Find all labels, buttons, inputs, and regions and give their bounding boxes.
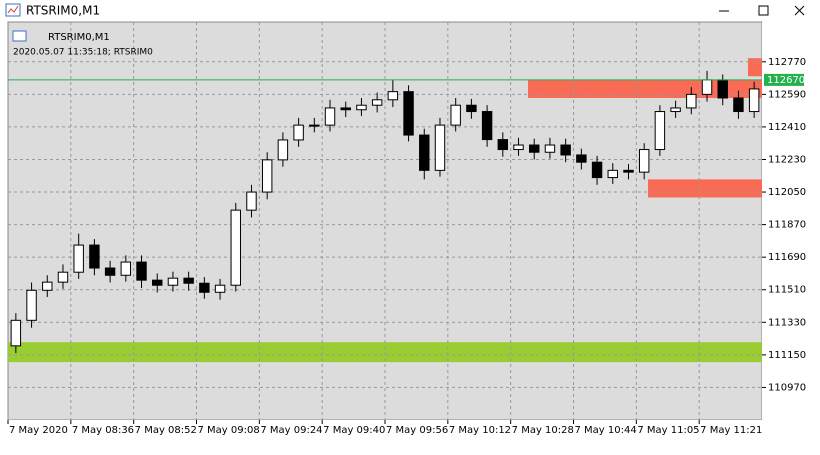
candle-body — [324, 107, 336, 126]
candle-body — [481, 111, 493, 141]
candle-body — [623, 169, 634, 173]
y-tick-label: 111330 — [768, 317, 806, 328]
window-title: RTSRIM0,M1 — [26, 4, 100, 18]
time-axis — [8, 420, 820, 442]
x-tick-label: 7 May 09:56 — [386, 425, 448, 436]
candle-body — [560, 144, 571, 156]
y-tick-label: 112590 — [768, 89, 806, 100]
candle-body — [371, 99, 383, 106]
x-tick-label: 7 May 09:24 — [260, 425, 322, 436]
title-bar: RTSRIM0,M1 — [5, 3, 805, 18]
candle-body — [387, 91, 399, 101]
y-tick-label: 111690 — [768, 252, 806, 263]
candle-body — [246, 191, 257, 211]
candle-body — [214, 284, 226, 293]
current-price-label: 112670 — [767, 75, 805, 86]
price-zone — [748, 58, 762, 77]
candle-body — [42, 281, 53, 291]
candle-body — [419, 134, 430, 171]
y-tick-label: 112410 — [768, 122, 806, 133]
candle-body — [654, 111, 666, 151]
candle-body — [403, 91, 414, 136]
app-icon-line — [7, 5, 19, 14]
candle-body — [607, 169, 618, 179]
candle-body — [73, 244, 84, 273]
candle-body — [513, 144, 524, 151]
candle-body — [136, 261, 147, 281]
candle-body — [591, 161, 603, 179]
plot: 110970 111150 111330 111510 111690 111870 1120… — [7, 22, 806, 436]
current-price-box — [764, 73, 804, 86]
candle-body — [293, 124, 304, 141]
candle-body — [701, 79, 713, 95]
candle-body — [497, 139, 509, 151]
candle-body — [686, 93, 697, 109]
candle-body — [717, 79, 728, 99]
maximize-button[interactable] — [758, 5, 769, 16]
y-tick-label: 111870 — [768, 220, 806, 231]
chart-icon — [12, 30, 27, 42]
x-tick-label: 7 May 09:40 — [323, 425, 385, 436]
y-tick-label: 112770 — [768, 57, 806, 68]
x-tick-label: 7 May 10:44 — [575, 425, 637, 436]
x-tick-label: 7 May 11:05 — [637, 425, 699, 436]
candle-body — [199, 282, 210, 293]
candle-body — [434, 124, 446, 171]
price-zone — [648, 179, 762, 198]
candle-body — [57, 271, 69, 283]
candle-body — [529, 144, 540, 153]
candle-body — [466, 104, 477, 113]
y-tick-label: 112050 — [768, 187, 806, 198]
candle-body — [89, 244, 100, 269]
x-tick-label: 7 May 2020 — [9, 425, 68, 436]
candle-body — [638, 149, 650, 173]
candle-body — [670, 107, 681, 113]
candle-body — [230, 209, 241, 286]
close-button[interactable] — [794, 5, 805, 16]
candle-body — [748, 88, 760, 113]
candle-body — [26, 289, 37, 321]
candle-body — [261, 159, 273, 193]
candle-body — [167, 277, 179, 286]
y-tick-label: 111150 — [768, 350, 806, 361]
price-axis — [762, 22, 820, 420]
chart-info: 2020.05.07 11:35:18; RTSRIM0 — [13, 48, 153, 58]
candle-body — [120, 261, 132, 276]
y-tick-label: 112230 — [768, 154, 806, 165]
candle-body — [10, 319, 22, 347]
x-tick-label: 7 May 11:21 — [700, 425, 762, 436]
candle-body — [309, 124, 320, 127]
x-tick-label: 7 May 09:08 — [198, 425, 260, 436]
app-icon — [5, 3, 21, 17]
y-tick-label: 111510 — [768, 285, 806, 296]
candle-body — [152, 279, 163, 286]
y-tick-label: 110970 — [768, 382, 806, 393]
candle-body — [340, 107, 351, 111]
x-tick-label: 7 May 08:52 — [135, 425, 197, 436]
candle-body — [183, 277, 194, 284]
candle-body — [277, 139, 289, 161]
candle-body — [544, 144, 556, 153]
chart-title: RTSRIM0,M1 — [48, 32, 110, 43]
candle-body — [576, 154, 587, 163]
x-tick-label: 7 May 08:36 — [72, 425, 134, 436]
candle-body — [356, 104, 367, 111]
candle-body — [450, 104, 461, 126]
candle-body — [104, 267, 116, 276]
candle-body — [733, 97, 744, 113]
x-tick-label: 7 May 10:28 — [512, 425, 574, 436]
x-tick-label: 7 May 10:12 — [449, 425, 511, 436]
